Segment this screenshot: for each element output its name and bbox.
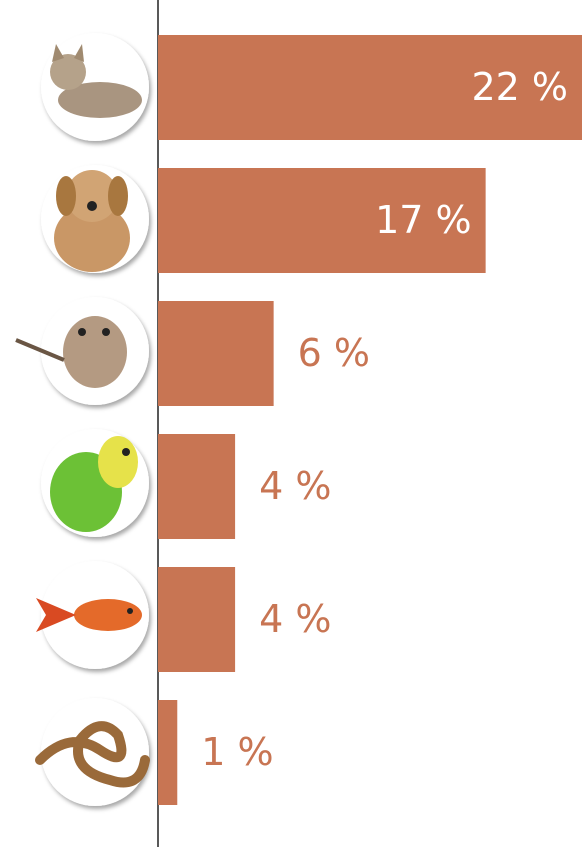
bar xyxy=(158,301,274,406)
value-label: 4 % xyxy=(259,464,331,508)
value-label: 4 % xyxy=(259,597,331,641)
fish-icon xyxy=(36,561,149,669)
value-label: 17 % xyxy=(375,198,472,242)
hamster-icon xyxy=(15,297,149,405)
icons xyxy=(15,33,150,806)
bar xyxy=(158,168,486,273)
dog-icon xyxy=(41,165,149,273)
snake-icon xyxy=(35,698,150,806)
budgie-icon xyxy=(41,429,149,537)
bar xyxy=(158,567,236,672)
value-label: 22 % xyxy=(471,65,568,109)
value-label: 6 % xyxy=(298,331,370,375)
bar xyxy=(158,700,178,805)
bar xyxy=(158,35,582,140)
cat-icon xyxy=(41,33,149,141)
bar xyxy=(158,434,236,539)
value-label: 1 % xyxy=(201,730,273,774)
